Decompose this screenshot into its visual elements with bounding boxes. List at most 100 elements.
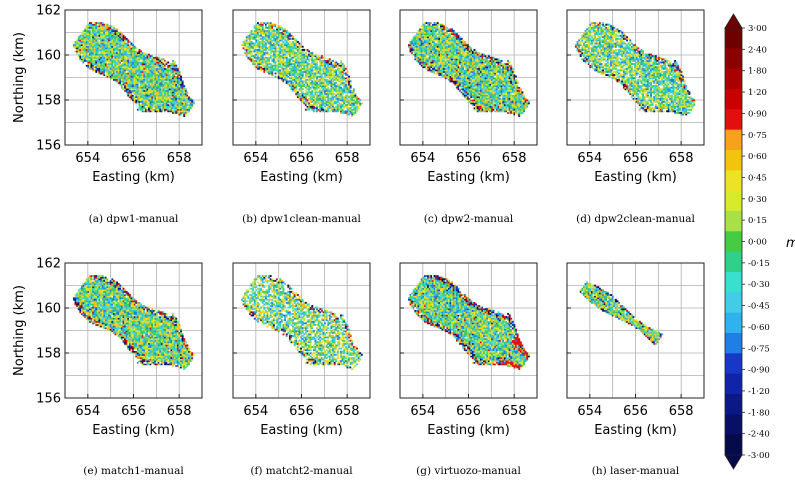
heatmap-cell [438, 34, 441, 37]
heatmap-cell [119, 72, 122, 75]
heatmap-cell [167, 94, 170, 97]
heatmap-cell [140, 97, 143, 100]
heatmap-cell [116, 28, 119, 31]
heatmap-cell [419, 34, 422, 37]
heatmap-cell [168, 70, 171, 73]
heatmap-cell [435, 30, 438, 32]
heatmap-cell [156, 83, 159, 86]
heatmap-cell [309, 104, 312, 106]
heatmap-cell [419, 28, 422, 31]
heatmap-cell [135, 77, 138, 80]
heatmap-cell [292, 48, 295, 51]
heatmap-cell [135, 96, 138, 99]
heatmap-cell [333, 70, 336, 73]
heatmap-cell [428, 31, 431, 34]
heatmap-cell [106, 55, 109, 58]
heatmap-cell [430, 59, 433, 62]
heatmap-cell [314, 80, 317, 83]
heatmap-cell [312, 59, 315, 62]
heatmap-cell [157, 97, 160, 100]
heatmap-cell [454, 70, 457, 73]
heatmap-cell [109, 26, 112, 29]
heatmap-cell [136, 86, 139, 89]
heatmap-cell [244, 39, 247, 42]
heatmap-cell [452, 77, 455, 80]
heatmap-cell [300, 89, 303, 92]
heatmap-cell [449, 55, 452, 58]
heatmap-cell [103, 74, 106, 76]
heatmap-cell [248, 37, 251, 40]
heatmap-cell [455, 53, 458, 56]
heatmap-cell [164, 61, 166, 64]
heatmap-cell [245, 36, 248, 39]
heatmap-cell [287, 64, 290, 67]
heatmap-cell [298, 75, 301, 78]
heatmap-cell [111, 55, 114, 58]
heatmap-cell [167, 99, 170, 102]
heatmap-cell [452, 75, 455, 78]
heatmap-cell [111, 28, 114, 31]
heatmap-cell [116, 52, 119, 54]
heatmap-cell [316, 66, 319, 69]
heatmap-cell [425, 23, 428, 26]
heatmap-cell [167, 93, 170, 95]
heatmap-cell [447, 72, 450, 75]
heatmap-cell [311, 69, 314, 72]
heatmap-cell [87, 25, 90, 28]
heatmap-cell [124, 58, 127, 61]
heatmap-cell [301, 96, 304, 99]
heatmap-cell [287, 52, 290, 54]
heatmap-cell [144, 55, 147, 58]
heatmap-cell [160, 75, 163, 78]
heatmap-cell [282, 67, 285, 70]
heatmap-cell [439, 44, 442, 47]
heatmap-cell [165, 85, 168, 88]
heatmap-cell [433, 66, 436, 69]
heatmap-cell [176, 89, 179, 92]
heatmap-cell [186, 96, 189, 99]
heatmap-cell [149, 78, 152, 81]
heatmap-cell [138, 93, 141, 95]
heatmap-cell [349, 102, 352, 105]
heatmap-cell [143, 66, 146, 69]
heatmap-cell [117, 33, 120, 36]
heatmap-cell [288, 37, 291, 40]
heatmap-cell [168, 67, 171, 70]
heatmap-cell [352, 113, 355, 116]
heatmap-cell [457, 88, 460, 91]
heatmap-cell [122, 37, 125, 40]
heatmap-cell [451, 80, 454, 83]
x-axis-label: Easting (km) [260, 170, 343, 185]
heatmap-cell [284, 66, 287, 69]
heatmap-cell [419, 42, 422, 45]
heatmap-cell [140, 77, 143, 80]
heatmap-cell [268, 25, 271, 28]
heatmap-cell [295, 89, 298, 92]
heatmap-cell [425, 61, 428, 64]
heatmap-cell [112, 42, 115, 45]
heatmap-cell [98, 37, 101, 40]
heatmap-cell [173, 80, 176, 83]
heatmap-cell [132, 55, 135, 58]
heatmap-cell [287, 47, 290, 50]
heatmap-cell [284, 80, 287, 83]
heatmap-cell [167, 108, 170, 111]
heatmap-cell [160, 94, 163, 97]
heatmap-cell [79, 47, 82, 50]
heatmap-cell [95, 50, 98, 53]
heatmap-cell [157, 64, 160, 67]
heatmap-cell [85, 41, 88, 43]
heatmap-cell [149, 74, 152, 76]
heatmap-cell [431, 31, 434, 34]
heatmap-cell [156, 94, 159, 97]
heatmap-cell [282, 53, 285, 56]
heatmap-cell [303, 77, 306, 80]
heatmap-cell [85, 28, 88, 31]
heatmap-cell [344, 110, 347, 113]
heatmap-cell [159, 75, 162, 78]
heatmap-cell [314, 107, 317, 110]
heatmap-cell [165, 63, 168, 65]
heatmap-cell [101, 23, 104, 26]
heatmap-cell [248, 41, 251, 43]
heatmap-cell [96, 48, 99, 51]
